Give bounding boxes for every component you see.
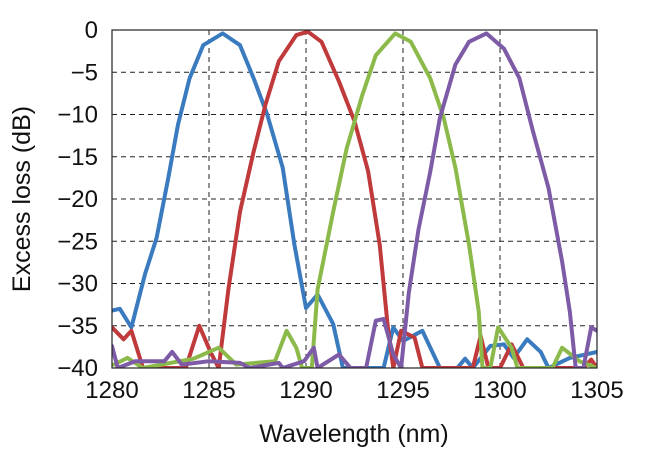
series-group (112, 29, 597, 368)
y-tick-label: −10 (57, 102, 98, 129)
series-line-channel-2 (112, 29, 597, 368)
x-axis-label: Wavelength (nm) (259, 420, 448, 448)
y-tick-label: −30 (57, 271, 98, 298)
y-tick-label: −40 (57, 355, 98, 382)
plot-area (112, 30, 597, 368)
plot-frame (111, 29, 598, 369)
series-line-channel-1 (112, 31, 597, 368)
x-tick-label: 1300 (473, 377, 526, 404)
x-tick-label: 1295 (376, 377, 429, 404)
y-tick-labels: 0 −5 −10 −15 −20 −25 −30 −35 −40 (57, 17, 98, 382)
series-line-channel-4 (112, 31, 597, 368)
y-tick-label: −35 (57, 313, 98, 340)
y-tick-label: −25 (57, 228, 98, 255)
x-tick-label: 1280 (85, 377, 138, 404)
x-tick-label: 1305 (570, 377, 623, 404)
x-tick-label: 1290 (279, 377, 332, 404)
y-tick-label: −5 (71, 59, 98, 86)
y-tick-label: −15 (57, 144, 98, 171)
y-tick-label: −20 (57, 186, 98, 213)
y-axis-label: Excess loss (dB) (8, 106, 36, 292)
grid (112, 30, 597, 368)
y-tick-label: 0 (85, 17, 98, 44)
x-tick-label: 1285 (182, 377, 235, 404)
x-tick-labels: 1280 1285 1290 1295 1300 1305 (85, 377, 623, 404)
